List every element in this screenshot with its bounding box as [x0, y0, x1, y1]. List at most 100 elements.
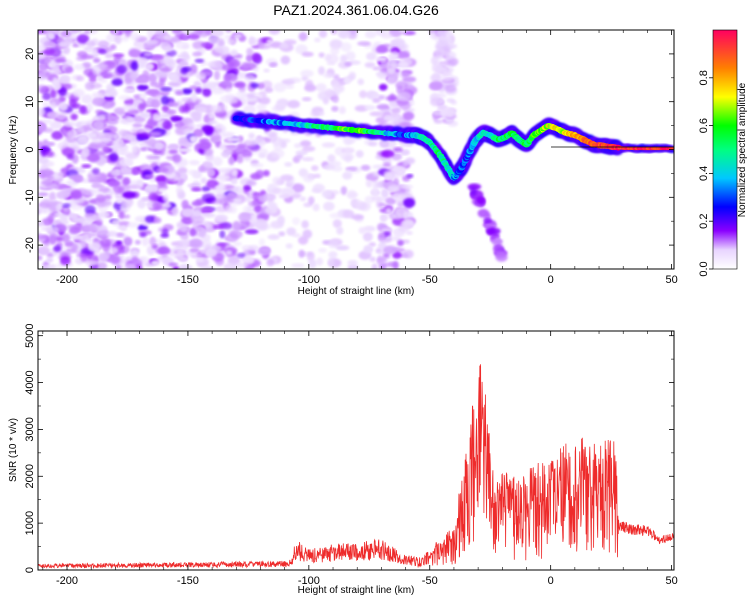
noise-blob	[331, 79, 340, 89]
noise-blob	[56, 190, 71, 200]
noise-blob	[128, 48, 142, 58]
noise-blob	[137, 224, 148, 231]
noise-blob	[321, 142, 336, 148]
x-tick-label: 0	[548, 575, 554, 587]
noise-blob	[397, 43, 409, 51]
spectrogram-ylabel: Frequency (Hz)	[8, 116, 19, 185]
noise-blob	[38, 84, 48, 93]
snr-panel: -200 -150 -100 -50 0 50 010002000300040005000…	[8, 323, 678, 596]
noise-blob	[444, 84, 457, 93]
noise-blob	[214, 185, 227, 190]
noise-blob	[55, 236, 64, 242]
noise-blob	[205, 223, 214, 233]
noise-blob	[80, 253, 88, 262]
noise-blob	[257, 82, 265, 90]
noise-blob	[224, 204, 233, 213]
snr-y-ticks: 0 1000 2000 3000 4000 5000	[24, 323, 674, 573]
noise-blob	[271, 105, 285, 112]
noise-blob	[42, 40, 56, 50]
noise-blob	[267, 234, 280, 240]
noise-blob	[130, 249, 139, 259]
noise-blob	[301, 97, 312, 102]
noise-blob	[72, 88, 85, 98]
noise-blob	[490, 235, 497, 241]
noise-blob	[383, 245, 397, 255]
noise-blob	[295, 150, 308, 156]
noise-blob	[38, 246, 50, 255]
noise-blob	[399, 184, 414, 190]
noise-blob	[308, 259, 317, 269]
noise-blob	[43, 264, 55, 269]
noise-blob	[75, 121, 83, 128]
noise-blob	[116, 232, 125, 237]
noise-blob	[63, 46, 71, 55]
noise-blob	[168, 143, 179, 149]
noise-blob	[129, 180, 142, 185]
noise-blob	[95, 218, 103, 226]
noise-blob	[81, 164, 92, 169]
noise-blob	[76, 167, 86, 174]
noise-blob	[300, 140, 312, 147]
x-tick-label: -150	[177, 274, 199, 286]
noise-blob	[179, 72, 191, 79]
noise-blob	[346, 189, 357, 200]
noise-blob	[199, 70, 213, 77]
noise-blob	[225, 97, 239, 104]
noise-blob	[268, 132, 278, 143]
y-tick-label: 10	[24, 96, 36, 108]
noise-blob	[167, 59, 177, 70]
noise-blob	[376, 104, 390, 110]
noise-blob	[188, 169, 197, 175]
noise-blob	[444, 51, 457, 60]
noise-blob	[212, 224, 224, 230]
noise-blob	[81, 188, 95, 196]
chart-title: PAZ1.2024.361.06.04.G26	[273, 2, 439, 18]
noise-blob	[388, 100, 398, 109]
noise-blob	[38, 255, 43, 261]
noise-blob	[116, 64, 127, 74]
noise-blob	[299, 196, 307, 202]
noise-blob	[268, 30, 281, 35]
noise-blob	[181, 51, 189, 60]
noise-blob	[115, 240, 123, 246]
noise-blob	[201, 124, 214, 133]
noise-blob	[397, 201, 404, 208]
noise-blob	[152, 149, 163, 155]
noise-blob	[377, 202, 387, 207]
noise-blob	[49, 121, 63, 129]
noise-blob	[190, 111, 202, 121]
noise-blob	[59, 74, 71, 84]
noise-blob	[340, 42, 352, 52]
noise-blob	[303, 173, 315, 183]
x-tick-label: -100	[298, 274, 320, 286]
noise-blob	[86, 103, 93, 112]
noise-blob	[107, 179, 121, 188]
noise-blob	[345, 51, 356, 61]
noise-blob	[436, 30, 445, 37]
noise-blob	[53, 245, 62, 252]
noise-blob	[148, 192, 159, 201]
noise-blob	[58, 102, 69, 112]
noise-blob	[253, 204, 262, 213]
noise-blob	[53, 81, 61, 91]
noise-blob	[123, 87, 136, 94]
noise-blob	[310, 110, 320, 117]
noise-blob	[99, 238, 112, 248]
noise-blob	[188, 33, 200, 40]
noise-blob	[221, 150, 231, 158]
noise-blob	[45, 226, 59, 233]
noise-blob	[318, 248, 327, 253]
noise-blob	[330, 46, 340, 56]
noise-blob	[432, 55, 443, 61]
noise-blob	[405, 231, 413, 235]
noise-blob	[131, 167, 139, 175]
noise-blob	[372, 164, 386, 169]
noise-blob	[131, 145, 139, 154]
noise-blob	[406, 173, 414, 178]
noise-blob	[228, 61, 235, 67]
noise-blob	[134, 42, 148, 50]
noise-blob	[482, 218, 492, 224]
spectrogram-y-ticks: -20 -10 0 10 20	[24, 29, 674, 270]
noise-blob	[42, 92, 51, 101]
noise-blob	[394, 207, 408, 217]
